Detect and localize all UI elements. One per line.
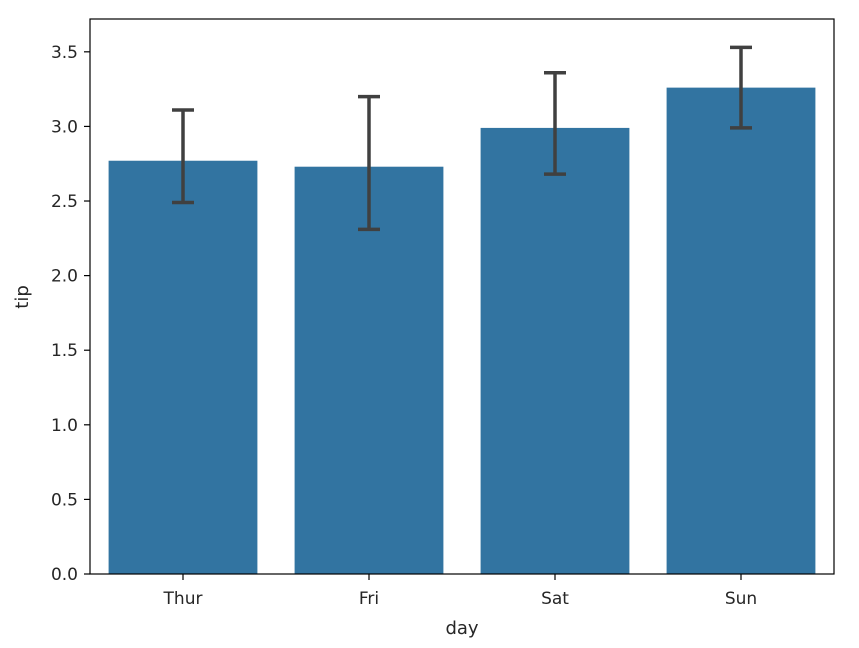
plot-frame: [89, 18, 835, 575]
y-tick-label: 3.5: [51, 43, 78, 63]
y-tick-label: 1.5: [51, 341, 78, 361]
bar-fri: [294, 166, 444, 575]
bars-group: [108, 87, 816, 575]
x-tick-label: Sat: [541, 589, 569, 609]
bar-sun: [666, 87, 816, 575]
y-axis: 0.0 0.5 1.0 1.5 2.0 2.5 3.0 3.5: [51, 43, 90, 585]
bar-sat: [480, 127, 630, 575]
y-tick-label: 0.5: [51, 490, 78, 510]
x-tick-label: Fri: [359, 589, 379, 609]
errorbars-group: [172, 45, 752, 232]
y-tick-label: 2.5: [51, 192, 78, 212]
y-tick-label: 3.0: [51, 117, 78, 137]
y-tick-label: 1.0: [51, 416, 78, 436]
y-axis-label: tip: [12, 285, 33, 308]
y-tick-label: 0.0: [51, 565, 78, 585]
bar-thur: [108, 160, 258, 574]
y-tick-label: 2.0: [51, 267, 78, 287]
x-tick-label: Thur: [163, 589, 203, 609]
x-axis: Thur Fri Sat Sun: [163, 574, 757, 609]
x-axis-label: day: [445, 618, 478, 639]
x-tick-label: Sun: [725, 589, 757, 609]
